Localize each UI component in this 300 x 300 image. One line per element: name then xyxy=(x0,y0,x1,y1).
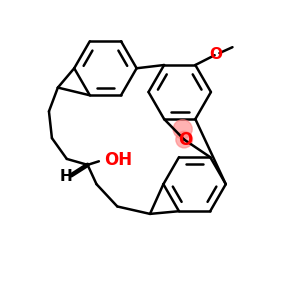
Circle shape xyxy=(176,131,193,148)
Circle shape xyxy=(173,120,192,139)
Text: OH: OH xyxy=(104,152,132,169)
Text: H: H xyxy=(59,169,72,184)
Text: O: O xyxy=(210,47,223,62)
Text: O: O xyxy=(178,131,192,149)
